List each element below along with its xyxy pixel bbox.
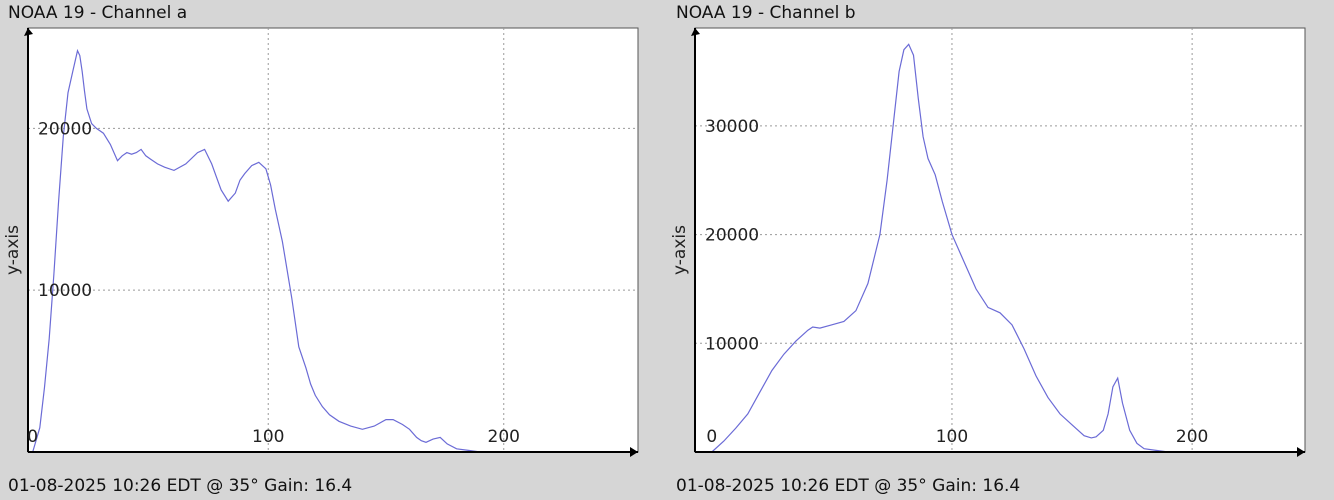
chart-a-x-tick-label: 200 (488, 427, 520, 447)
chart-b-y-tick-label: 20000 (705, 226, 759, 246)
chart-a-y-tick-label: 10000 (38, 281, 92, 301)
chart-b-plot-area (694, 27, 1306, 453)
chart-b-y-axis-arrow-icon (691, 28, 700, 36)
chart-a-y-axis-arrow-icon (24, 28, 33, 36)
chart-b-footer: 01-08-2025 10:26 EDT @ 35° Gain: 16.4 (676, 476, 1021, 496)
chart-b-x-axis-arrow-icon (1297, 447, 1305, 457)
chart-b-x-tick-label: 100 (936, 427, 968, 447)
chart-a-plot-area (27, 27, 639, 453)
chart-a-series-line (32, 48, 481, 453)
chart-b-y-tick-label: 30000 (705, 117, 759, 137)
chart-a-title: NOAA 19 - Channel a (8, 3, 188, 23)
chart-b-y-tick-label: 10000 (705, 334, 759, 354)
chart-b-x-tick-label: 200 (1176, 427, 1208, 447)
chart-a-y-axis-title: y-axis (3, 225, 23, 275)
chart-b-y-axis-title: y-axis (670, 225, 690, 275)
chart-b-title: NOAA 19 - Channel b (676, 3, 856, 23)
chart-b-x-tick-label: 0 (706, 427, 717, 447)
chart-a-footer: 01-08-2025 10:26 EDT @ 35° Gain: 16.4 (8, 476, 353, 496)
chart-a-x-tick-label: 0 (27, 427, 38, 447)
chart-a-y-tick-label: 20000 (38, 119, 92, 139)
chart-b-series-line (711, 43, 1169, 453)
chart-a-x-axis-arrow-icon (630, 447, 638, 457)
chart-a-x-tick-label: 100 (252, 427, 284, 447)
chart-a-plot: 0 100 200 10000 20000 y-axis (3, 27, 639, 457)
chart-b-plot: 0 100 200 10000 20000 30000 y-axis (670, 27, 1306, 457)
